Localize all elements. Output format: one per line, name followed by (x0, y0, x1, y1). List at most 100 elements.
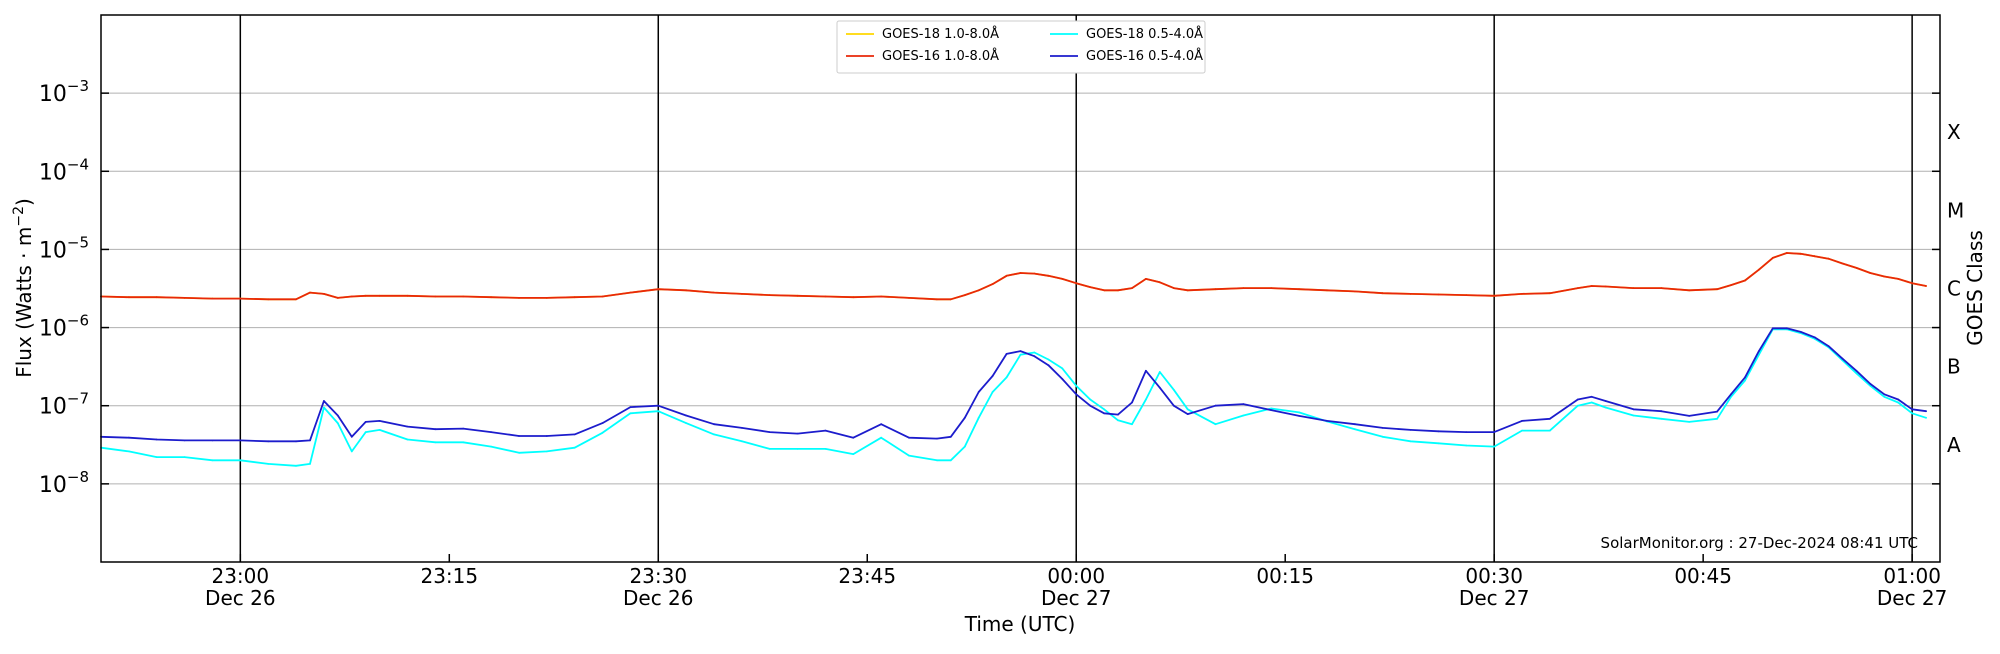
data-point (741, 427, 743, 429)
data-point (1521, 429, 1523, 432)
data-point (1660, 287, 1663, 289)
data-point (211, 297, 214, 300)
y-tick-label-exponent: −7 (67, 390, 89, 408)
data-point (434, 428, 437, 431)
data-point (1758, 353, 1760, 356)
data-point (1911, 282, 1913, 285)
data-point (1186, 413, 1189, 415)
data-point (295, 298, 297, 301)
data-point (1799, 331, 1802, 333)
goes-class-labels: A B C M X (1947, 120, 1964, 457)
series-line (100, 327, 1927, 443)
legend-entry: GOES-18 1.0-8.0Å (846, 26, 999, 42)
data-point (1158, 281, 1161, 284)
data-point (545, 435, 548, 437)
y-tick-label: 10−5 (39, 233, 89, 263)
data-point (1493, 294, 1496, 297)
data-point (1632, 414, 1635, 417)
data-point (1061, 367, 1064, 370)
y-tick-label-base: 10 (39, 160, 67, 185)
data-point (657, 288, 660, 291)
data-point (462, 427, 465, 430)
y-tick-label-base: 10 (39, 317, 67, 342)
data-point (462, 295, 465, 298)
y-axis-label-close: ) (12, 198, 36, 206)
data-point (1549, 292, 1551, 295)
data-point (490, 296, 492, 299)
data-point (1242, 414, 1245, 417)
data-point (490, 431, 492, 433)
data-point (127, 450, 130, 453)
x-tick-date-label: Dec 27 (1041, 586, 1112, 610)
y-axis-label-main: Flux (Watts · m (12, 227, 36, 378)
x-tick-time-label: 23:15 (420, 564, 478, 588)
data-point (1172, 287, 1175, 289)
data-point (1549, 417, 1551, 420)
data-point (991, 283, 994, 285)
data-point (1061, 378, 1064, 380)
x-tick-time-label: 23:00 (211, 564, 269, 588)
data-point (1298, 288, 1300, 291)
data-point (977, 289, 980, 292)
series-line (100, 252, 1927, 301)
data-point (336, 414, 339, 417)
data-point (1270, 409, 1273, 411)
data-point (1103, 408, 1105, 411)
data-point (1869, 272, 1872, 274)
data-point (1576, 398, 1579, 401)
data-point (1869, 383, 1872, 385)
data-point (1437, 293, 1440, 296)
data-point (629, 291, 632, 294)
data-point (713, 423, 715, 426)
data-point (1855, 372, 1858, 375)
data-point (1744, 376, 1746, 379)
data-point (1521, 420, 1523, 422)
data-point (1758, 350, 1760, 352)
x-tick-time-label: 01:00 (1883, 564, 1941, 588)
x-tick-time-label: 00:45 (1674, 564, 1732, 588)
y-tick-label-exponent: −6 (67, 312, 89, 330)
data-point (211, 439, 214, 442)
data-point (1604, 400, 1607, 402)
x-tick-time-label: 00:30 (1465, 564, 1523, 588)
x-tick-time-label: 23:45 (838, 564, 896, 588)
data-point (1827, 345, 1830, 347)
goes-class-a: A (1947, 433, 1961, 457)
data-point (601, 295, 604, 298)
data-point (1897, 398, 1900, 401)
data-point (1005, 274, 1008, 277)
data-point (1758, 268, 1760, 271)
data-point (155, 438, 158, 441)
y-axis-label-group: Flux (Watts · m−2) (11, 198, 36, 378)
data-point (1521, 293, 1523, 295)
x-tick-time-label: 23:30 (629, 564, 687, 588)
data-point (573, 433, 576, 436)
data-point (1799, 252, 1802, 255)
x-tick-date-label: Dec 26 (623, 586, 694, 610)
data-point (323, 400, 325, 402)
x-tick-time-label: 00:15 (1256, 564, 1314, 588)
y-axis-label: Flux (Watts · m−2) (11, 198, 36, 378)
y-tick-label-base: 10 (39, 238, 67, 263)
x-tick-time-label: 00:00 (1047, 564, 1105, 588)
data-point (1019, 272, 1022, 274)
data-point (1744, 379, 1746, 382)
data-point (977, 391, 980, 393)
goes-class-axis-label: GOES Class (1963, 230, 1987, 346)
data-point (908, 454, 910, 457)
data-point (406, 438, 409, 441)
data-point (127, 436, 130, 439)
data-point (1841, 262, 1844, 265)
data-point (657, 404, 660, 407)
data-point (295, 440, 297, 443)
y-axis-ticks: 10−810−710−610−510−410−3 (39, 77, 1940, 498)
data-point (1214, 404, 1217, 407)
data-point (1145, 398, 1147, 401)
data-point (1841, 357, 1844, 360)
data-point (183, 456, 186, 458)
data-point (880, 295, 883, 298)
legend-label: GOES-16 0.5-4.0Å (1086, 48, 1203, 64)
data-point (1270, 407, 1273, 410)
data-point (364, 421, 367, 423)
